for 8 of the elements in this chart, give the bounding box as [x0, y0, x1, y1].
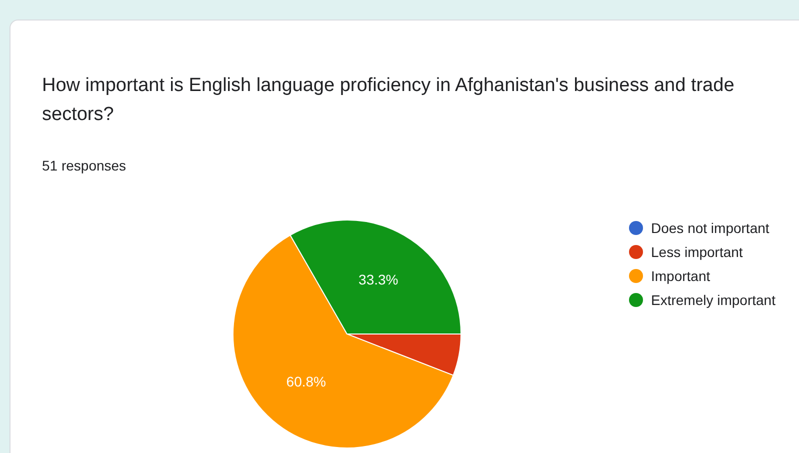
text: 51 responses [42, 158, 126, 174]
legend-label: Important [651, 268, 710, 284]
legend-label: Does not important [651, 220, 770, 236]
chart-title: How important is English language proficiency in Afghanistan's business and trade sectors? [42, 75, 734, 126]
data-label: 33.3% [358, 272, 398, 288]
data-label: 60.8% [286, 374, 326, 390]
legend-label: Extremely important [651, 292, 776, 308]
legend-label: Less important [651, 244, 743, 260]
